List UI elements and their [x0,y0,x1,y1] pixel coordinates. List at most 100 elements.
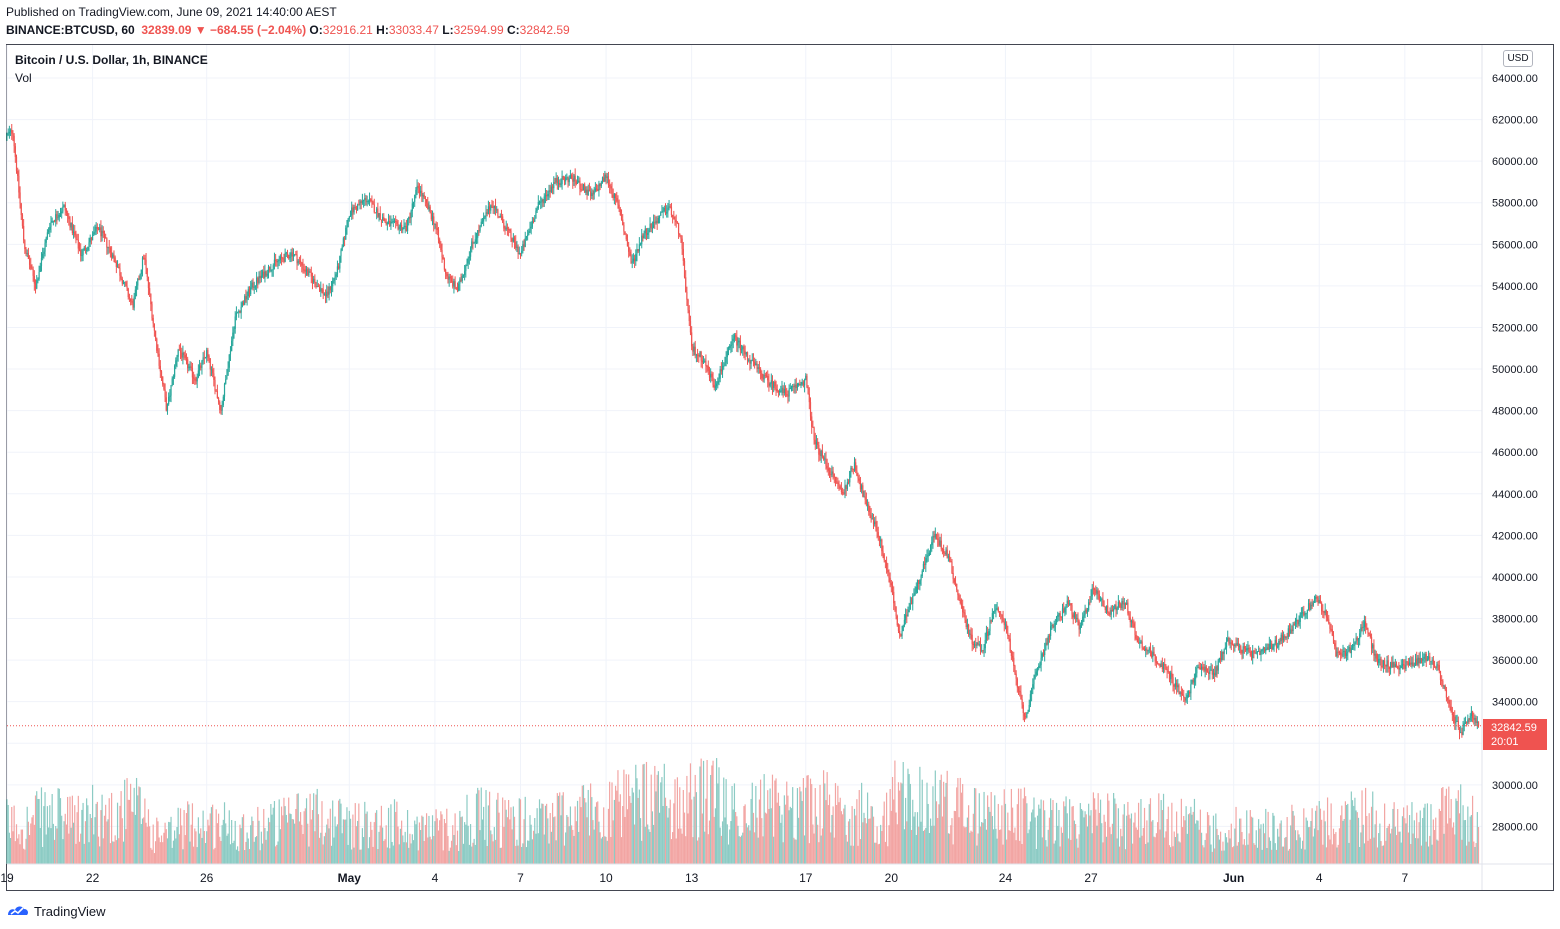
time-axis[interactable]: 19 22 26 May 4 7 10 13 17 20 24 27 Jun 4 7 [0,871,1408,885]
volume-bar [815,816,818,864]
volume-bar [72,822,75,864]
volume-bar [87,805,89,864]
volume-bar [397,826,399,864]
candle-body [924,563,926,565]
footer[interactable]: TradingView [6,901,106,921]
candle-body [504,228,506,230]
candle-body [1189,691,1191,694]
volume-bar [517,845,519,864]
volume-bar [1362,824,1364,864]
volume-bar [1040,799,1042,864]
volume-bar [37,798,39,864]
candle-body [435,223,437,229]
candle-body [1172,677,1174,685]
candle-body [1073,612,1075,618]
volume-bar [1258,819,1260,864]
volume-bar [1467,806,1469,864]
volume-bar [491,834,493,864]
volume-bar [1156,822,1159,864]
candle-body [48,229,50,233]
candle-body [373,204,375,213]
volume-bar [431,815,434,864]
volume-bar [64,813,66,864]
volume-bar [910,829,913,864]
candle-body [588,189,591,192]
published-line: Published on TradingView.com, June 09, 2… [6,5,337,19]
volume-bar [685,836,687,864]
candle-body [362,200,365,202]
candle-body [1122,600,1124,605]
candle-body [1372,644,1374,649]
candle-body [1198,666,1200,668]
volume-bar [579,796,581,864]
candle-body [832,471,834,474]
candle-body [1397,666,1399,669]
volume-bar [945,782,947,864]
candle-body [217,398,220,402]
volume-bar [348,810,350,864]
candle-body [1223,649,1225,654]
candle-body [725,357,727,363]
candle-body [1366,627,1368,630]
candle-body [353,206,355,213]
volume-bar [340,803,342,864]
price-axis[interactable]: 28000.0030000.0032000.0034000.0036000.00… [1492,73,1538,833]
candle-body [1195,673,1197,679]
volume-bar [516,839,518,864]
volume-bar [959,777,961,864]
volume-bar [628,774,630,864]
volume-bar [1387,825,1389,864]
candle-body [600,182,602,187]
volume-bar [291,819,293,864]
volume-bar [91,784,94,864]
volume-bar [1084,811,1086,864]
candle-body [1258,650,1260,652]
volume-bar [821,828,824,864]
candle-body [868,504,870,513]
volume-bar [326,824,328,864]
candle-body [203,357,205,359]
volume-bar [1093,798,1096,864]
candle-body [288,254,290,259]
candle-body [154,330,157,339]
candle-body [1000,613,1002,615]
volume-bar [818,842,820,864]
candle-body [1410,662,1412,665]
candle-body [431,216,434,220]
candle-body [61,211,63,214]
volume-bar [695,792,698,864]
volume-bar [1118,846,1121,864]
candle-body [996,608,998,610]
candle-body [1302,612,1304,614]
candle-body [712,377,714,385]
volume-bar [172,840,175,864]
candle-body [215,390,217,392]
candle-body [232,332,234,341]
volume-bar [691,799,693,864]
volume-bar [1417,838,1419,864]
currency-badge[interactable]: USD [1503,50,1533,67]
footer-brand[interactable]: TradingView [34,903,106,919]
candle-body [851,467,853,469]
candle-body [899,630,901,635]
candle-body [987,631,989,636]
volume-bar [975,788,977,864]
candle-body [1331,629,1333,636]
close-label: C: [506,23,520,37]
volume-bar [1375,810,1377,864]
volume-bar [67,796,69,864]
volume-bar [736,816,738,864]
candle-body [1337,651,1339,653]
volume-bar [1315,810,1317,864]
candle-body [290,252,292,257]
candle-body [1306,610,1308,614]
candle-body [19,192,21,204]
volume-bar [1235,806,1237,864]
volume-bar [954,811,957,864]
candle-body [38,271,40,280]
candle-body [468,256,470,259]
volume-bar [80,833,82,864]
candle-body [808,393,810,403]
candle-body [503,222,505,229]
